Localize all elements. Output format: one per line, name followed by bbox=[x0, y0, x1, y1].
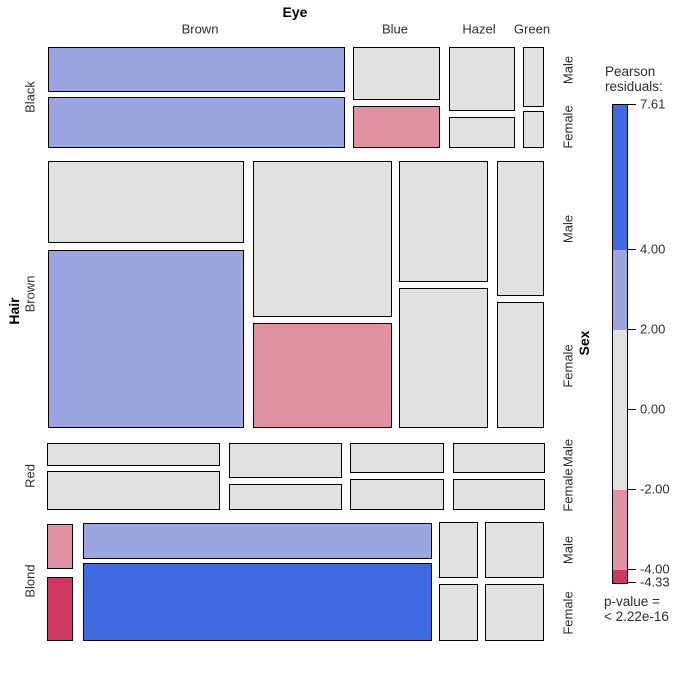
pvalue-line1: p-value = bbox=[604, 594, 660, 609]
legend-segment-2:4 bbox=[613, 249, 627, 330]
sex-label-female: Female bbox=[560, 105, 576, 149]
cell-red-brown-male bbox=[47, 443, 220, 466]
hair-label-red: Red bbox=[22, 464, 38, 488]
cell-brown-hazel-male bbox=[399, 161, 488, 282]
cell-black-brown-female bbox=[48, 97, 345, 148]
legend-segment--4:-2 bbox=[613, 489, 627, 570]
cell-blond-brown-male bbox=[47, 524, 73, 569]
legend-tick-label: -4.33 bbox=[640, 574, 670, 590]
legend-segment->4 bbox=[613, 105, 627, 250]
legend-segment-<-4 bbox=[613, 569, 627, 583]
cell-black-blue-male bbox=[353, 47, 440, 100]
cell-blond-blue-female bbox=[83, 563, 432, 641]
legend-tick-mark bbox=[628, 328, 636, 330]
legend-tick-mark bbox=[628, 104, 636, 105]
pvalue-line2: < 2.22e-16 bbox=[604, 609, 669, 625]
eye-label-brown: Brown bbox=[181, 21, 219, 37]
legend-tick-label: -2.00 bbox=[640, 481, 670, 497]
cell-brown-brown-male bbox=[48, 161, 244, 243]
cell-brown-blue-female bbox=[253, 323, 392, 428]
cell-black-blue-female bbox=[353, 106, 440, 148]
legend-tick-label: 7.61 bbox=[640, 96, 666, 112]
cell-brown-hazel-female bbox=[399, 288, 488, 428]
legend-tick-mark bbox=[628, 582, 636, 583]
cell-red-hazel-female bbox=[350, 479, 444, 510]
legend-tick-mark bbox=[628, 568, 636, 570]
cell-red-green-male bbox=[453, 443, 545, 473]
cell-black-hazel-female bbox=[449, 117, 515, 148]
legend-title-line2: residuals: bbox=[605, 79, 663, 95]
cell-black-hazel-male bbox=[449, 47, 515, 111]
cell-brown-brown-female bbox=[48, 250, 244, 428]
cell-brown-green-female bbox=[497, 302, 544, 428]
cell-red-hazel-male bbox=[350, 443, 444, 473]
sex-axis-title: Sex bbox=[576, 330, 592, 356]
cell-blond-green-female bbox=[485, 584, 544, 641]
sex-label-female: Female bbox=[560, 591, 576, 635]
cell-blond-hazel-male bbox=[439, 522, 478, 578]
cell-blond-hazel-female bbox=[439, 584, 478, 641]
eye-label-green: Green bbox=[513, 21, 551, 37]
cell-red-brown-female bbox=[47, 471, 220, 510]
legend-title: Pearson residuals: bbox=[605, 64, 663, 94]
legend-tick-mark bbox=[628, 408, 636, 410]
cell-red-blue-male bbox=[229, 443, 342, 478]
cell-black-brown-male bbox=[48, 47, 345, 92]
legend-tick-label: 0.00 bbox=[640, 401, 666, 417]
sex-label-male: Male bbox=[560, 214, 576, 244]
cell-brown-blue-male bbox=[253, 161, 392, 317]
pvalue-text: p-value = < 2.22e-16 bbox=[604, 594, 669, 624]
legend-tick-label: -4.00 bbox=[640, 561, 670, 577]
legend-title-line1: Pearson bbox=[605, 64, 656, 79]
legend-tick-label: 4.00 bbox=[640, 241, 666, 257]
sex-label-female: Female bbox=[560, 468, 576, 512]
cell-red-green-female bbox=[453, 479, 545, 510]
cell-black-green-male bbox=[523, 47, 544, 107]
hair-label-black: Black bbox=[22, 81, 38, 113]
eye-label-blue: Blue bbox=[381, 21, 409, 37]
sex-label-female: Female bbox=[560, 344, 576, 388]
sex-label-male: Male bbox=[560, 55, 576, 85]
hair-label-blond: Blond bbox=[22, 564, 38, 598]
cell-black-green-female bbox=[523, 111, 544, 148]
cell-blond-blue-male bbox=[83, 523, 432, 559]
cell-blond-green-male bbox=[485, 522, 544, 578]
eye-axis-title: Eye bbox=[282, 4, 308, 20]
cell-brown-green-male bbox=[497, 161, 544, 296]
cell-red-blue-female bbox=[229, 484, 342, 510]
hair-axis-title: Hair bbox=[6, 297, 22, 325]
legend-tick-mark bbox=[628, 488, 636, 490]
cell-blond-brown-female bbox=[47, 577, 73, 641]
eye-label-hazel: Hazel bbox=[462, 21, 496, 37]
hair-label-brown: Brown bbox=[22, 275, 38, 313]
legend-tick-label: 2.00 bbox=[640, 321, 666, 337]
legend-residual-scale bbox=[612, 104, 628, 584]
sex-label-male: Male bbox=[560, 535, 576, 565]
sex-label-male: Male bbox=[560, 438, 576, 468]
legend-segment--2:2 bbox=[613, 329, 627, 490]
legend-tick-mark bbox=[628, 248, 636, 250]
